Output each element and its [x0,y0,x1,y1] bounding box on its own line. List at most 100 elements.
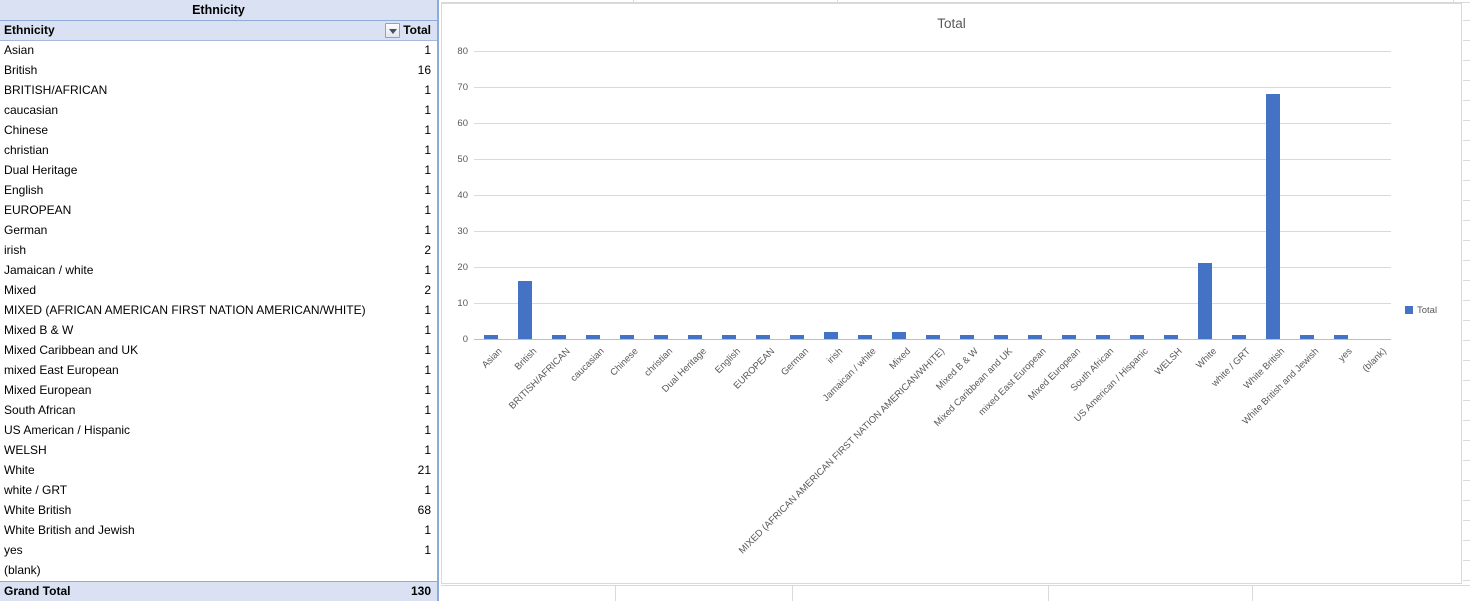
table-row[interactable]: British 16 [0,61,437,81]
table-row[interactable]: yes 1 [0,541,437,561]
bar-white[interactable] [1198,263,1212,339]
table-row[interactable]: Dual Heritage 1 [0,161,437,181]
bar-us-american-hispanic[interactable] [1130,335,1144,339]
table-row[interactable]: Mixed European 1 [0,381,437,401]
bar-mixed-european[interactable] [1062,335,1076,339]
ethnicity-cell[interactable]: mixed East European [4,363,119,377]
total-cell[interactable]: 1 [424,163,431,177]
total-cell[interactable]: 16 [417,63,431,77]
ethnicity-cell[interactable]: BRITISH/AFRICAN [4,83,108,97]
bar-british-african[interactable] [552,335,566,339]
bar-british[interactable] [518,281,532,339]
bar-irish[interactable] [824,332,838,339]
ethnicity-cell[interactable]: WELSH [4,443,47,457]
bar-white-british[interactable] [1266,94,1280,339]
ethnicity-cell[interactable]: caucasian [4,103,59,117]
ethnicity-cell[interactable]: Dual Heritage [4,163,78,177]
ethnicity-cell[interactable]: (blank) [4,563,41,577]
total-cell[interactable]: 1 [424,343,431,357]
bar-white-british-and-jewish[interactable] [1300,335,1314,339]
table-row[interactable]: irish 2 [0,241,437,261]
total-cell[interactable]: 2 [424,243,431,257]
table-row[interactable]: WELSH 1 [0,441,437,461]
bar-south-african[interactable] [1096,335,1110,339]
table-row[interactable]: White British and Jewish 1 [0,521,437,541]
table-row[interactable]: EUROPEAN 1 [0,201,437,221]
field-header-cell[interactable]: Ethnicity [4,23,55,37]
filter-dropdown-button[interactable] [385,23,400,38]
total-cell[interactable]: 68 [417,503,431,517]
ethnicity-cell[interactable]: Jamaican / white [4,263,94,277]
ethnicity-cell[interactable]: MIXED (AFRICAN AMERICAN FIRST NATION AME… [4,303,366,317]
ethnicity-cell[interactable]: Mixed [4,283,37,297]
bar-german[interactable] [790,335,804,339]
bar-welsh[interactable] [1164,335,1178,339]
table-row[interactable]: Jamaican / white 1 [0,261,437,281]
total-cell[interactable]: 1 [424,323,431,337]
ethnicity-cell[interactable]: EUROPEAN [4,203,72,217]
bar-white-grt[interactable] [1232,335,1246,339]
bar-yes[interactable] [1334,335,1348,339]
total-cell[interactable]: 1 [424,123,431,137]
bar-mixed-caribbean-and-uk[interactable] [994,335,1008,339]
total-cell[interactable]: 1 [424,423,431,437]
total-cell[interactable]: 1 [424,403,431,417]
ethnicity-cell[interactable]: yes [4,543,23,557]
bar-mixed-east-european[interactable] [1028,335,1042,339]
total-cell[interactable]: 1 [424,103,431,117]
ethnicity-cell[interactable]: Mixed European [4,383,92,397]
table-row[interactable]: BRITISH/AFRICAN 1 [0,81,437,101]
bar-christian[interactable] [654,335,668,339]
ethnicity-cell[interactable]: White British [4,503,72,517]
total-cell[interactable]: 1 [424,143,431,157]
table-row[interactable]: Mixed Caribbean and UK 1 [0,341,437,361]
total-cell[interactable]: 1 [424,223,431,237]
bar-chinese[interactable] [620,335,634,339]
total-cell[interactable]: 1 [424,83,431,97]
ethnicity-cell[interactable]: Asian [4,43,35,57]
chart-title[interactable]: Total [937,16,966,31]
table-row[interactable]: MIXED (AFRICAN AMERICAN FIRST NATION AME… [0,301,437,321]
bar-mixed-african-american-first-nation-american-white[interactable] [926,335,940,339]
table-row[interactable]: US American / Hispanic 1 [0,421,437,441]
bar-mixed-b-w[interactable] [960,335,974,339]
ethnicity-cell[interactable]: Mixed B & W [4,323,74,337]
ethnicity-cell[interactable]: US American / Hispanic [4,423,131,437]
total-cell[interactable]: 1 [424,303,431,317]
total-cell[interactable]: 1 [424,203,431,217]
bar-european[interactable] [756,335,770,339]
bar-mixed[interactable] [892,332,906,339]
pivot-chart[interactable]: Total 0 10 20 30 40 50 60 70 80 Asian British BRITI… [441,3,1462,584]
table-row[interactable]: German 1 [0,221,437,241]
ethnicity-cell[interactable]: Chinese [4,123,49,137]
total-cell[interactable]: 1 [424,263,431,277]
table-row[interactable]: Chinese 1 [0,121,437,141]
ethnicity-cell[interactable]: white / GRT [4,483,68,497]
table-row[interactable]: South African 1 [0,401,437,421]
table-row[interactable]: Mixed B & W 1 [0,321,437,341]
table-row[interactable]: English 1 [0,181,437,201]
total-cell[interactable]: 1 [424,523,431,537]
ethnicity-cell[interactable]: White [4,463,35,477]
total-cell[interactable]: 1 [424,383,431,397]
table-row[interactable]: Asian 1 [0,41,437,61]
ethnicity-cell[interactable]: English [4,183,44,197]
value-header-cell[interactable]: Total [403,23,431,37]
table-row[interactable]: caucasian 1 [0,101,437,121]
ethnicity-cell[interactable]: christian [4,143,49,157]
chart-legend[interactable]: Total [1405,305,1437,317]
grand-total-row[interactable]: Grand Total 130 [0,581,437,601]
ethnicity-cell[interactable]: German [4,223,48,237]
table-row[interactable]: white / GRT 1 [0,481,437,501]
ethnicity-cell[interactable]: Mixed Caribbean and UK [4,343,139,357]
table-row[interactable]: White 21 [0,461,437,481]
bar-caucasian[interactable] [586,335,600,339]
table-row[interactable]: mixed East European 1 [0,361,437,381]
ethnicity-cell[interactable]: White British and Jewish [4,523,135,537]
table-row[interactable]: White British 68 [0,501,437,521]
bar-dual-heritage[interactable] [688,335,702,339]
ethnicity-cell[interactable]: irish [4,243,27,257]
bar-jamaican-white[interactable] [858,335,872,339]
table-row[interactable]: Mixed 2 [0,281,437,301]
total-cell[interactable]: 1 [424,43,431,57]
